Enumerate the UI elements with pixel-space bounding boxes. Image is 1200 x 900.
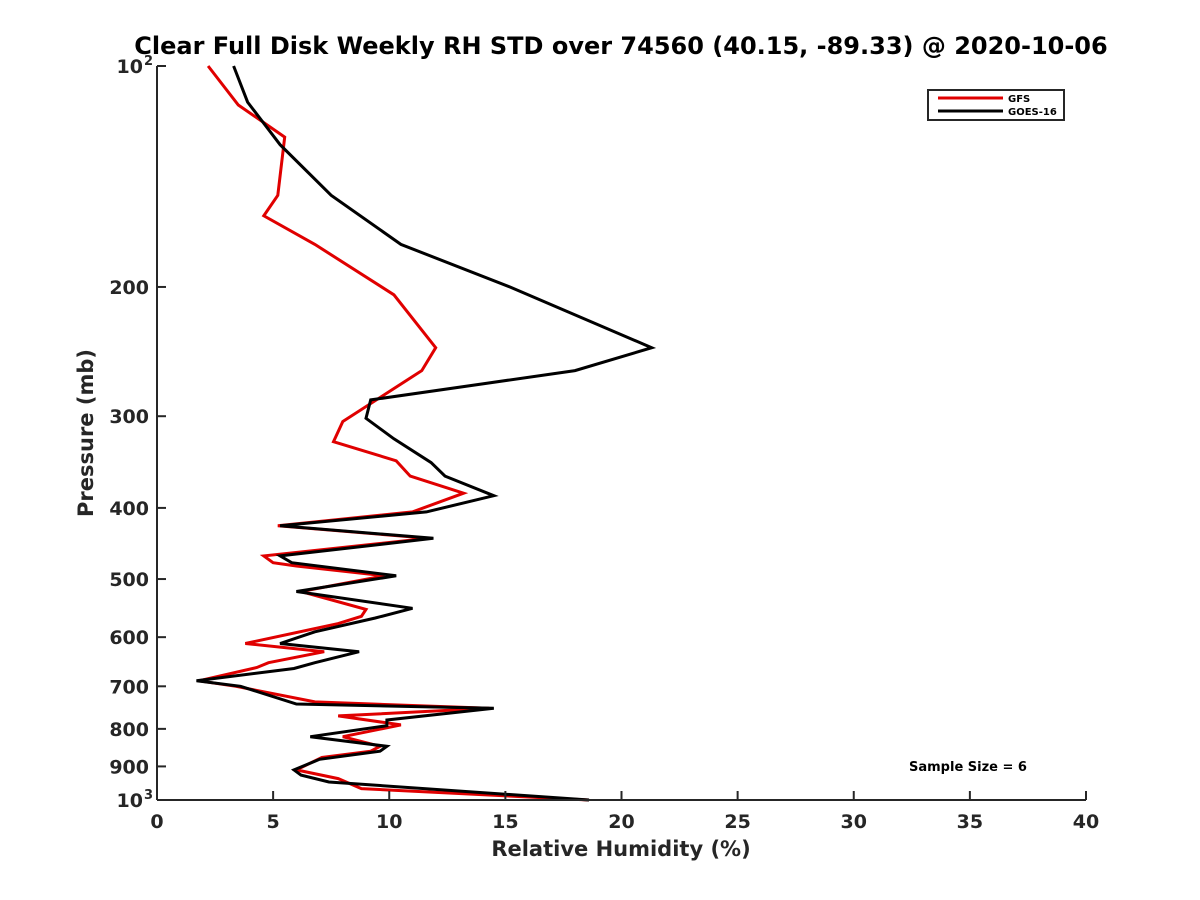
y-tick-label: 200: [109, 277, 149, 299]
y-tick-label: 300: [109, 406, 149, 428]
legend-box: [927, 89, 1065, 121]
y-tick-label: 600: [109, 627, 149, 649]
x-tick-label: 5: [267, 811, 280, 833]
y-tick-exponent: 2: [144, 54, 153, 69]
x-tick-label: 30: [841, 811, 867, 833]
x-tick-label: 10: [376, 811, 402, 833]
chart-title: Clear Full Disk Weekly RH STD over 74560…: [134, 32, 1107, 60]
series-line-goes-16: [196, 65, 657, 802]
y-tick-label: 10: [117, 790, 143, 812]
x-tick-label: 15: [492, 811, 518, 833]
plot-lines: [196, 65, 657, 802]
y-tick-exponent: 3: [144, 788, 153, 803]
legend-label: GFS: [1008, 94, 1030, 105]
y-tick-label: 500: [109, 569, 149, 591]
x-tick-label: 35: [957, 811, 983, 833]
x-tick-label: 20: [608, 811, 634, 833]
y-tick-label: 800: [109, 719, 149, 741]
legend: GFS GOES-16: [927, 89, 1065, 121]
legend-label: GOES-16: [1008, 107, 1057, 118]
x-tick-label: 25: [724, 811, 750, 833]
x-tick-label: 0: [150, 811, 163, 833]
y-tick-label: 900: [109, 756, 149, 778]
y-tick-label: 10: [117, 56, 143, 78]
x-tick-label: 40: [1073, 811, 1099, 833]
y-tick-label: 700: [109, 676, 149, 698]
x-axis-label: Relative Humidity (%): [491, 837, 750, 861]
y-axis-label: Pressure (mb): [74, 349, 98, 517]
y-tick-label: 400: [109, 498, 149, 520]
sample-size-annotation: Sample Size = 6: [909, 760, 1027, 775]
